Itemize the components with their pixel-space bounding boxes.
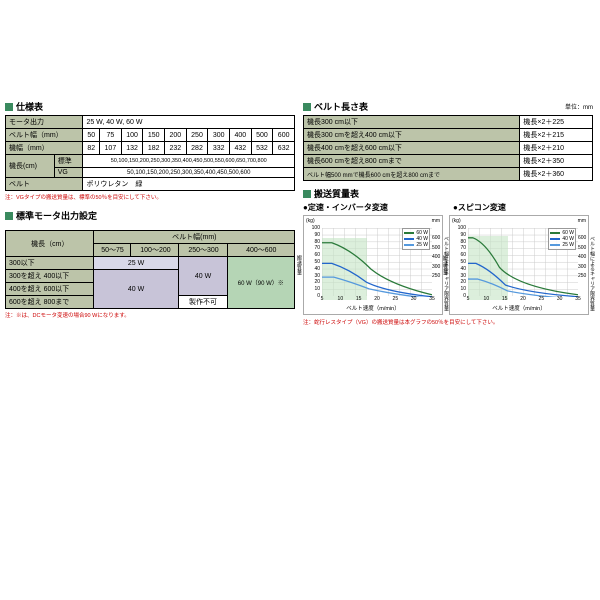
motor-colheader: ベルト幅(mm) — [93, 231, 294, 244]
spec-table: モータ出力25 W, 40 W, 60 W ベルト幅（mm）5075100150… — [5, 115, 295, 191]
motor-header: 標準モータ出力設定 — [5, 209, 295, 222]
chart-2: 1009080706050403020100600500400300250510… — [449, 215, 589, 315]
belt-title: ベルト長さ表 — [314, 100, 368, 113]
belt-unit: 単位：mm — [565, 102, 593, 111]
bullet-icon — [5, 212, 13, 220]
chart1-title: ●定速・インバータ変速 — [303, 202, 443, 213]
spec-header: 仕様表 — [5, 100, 295, 113]
spec-row: 機幅（mm）82107132182232282332432532632 — [6, 142, 295, 155]
motor-cell: 25 W — [93, 257, 179, 270]
belt-header: ベルト長さ表 単位：mm — [303, 100, 593, 113]
motor-note: 注：※は、DCモータ変速の場合90 Wになります。 — [5, 311, 295, 319]
motor-table: 機長（cm）ベルト幅(mm) 50～75100～200250～300400～60… — [5, 230, 295, 309]
spec-row: ベルト幅（mm）5075100150200250300400500600 — [6, 129, 295, 142]
motor-title: 標準モータ出力設定 — [16, 209, 97, 222]
chart-note: 注：蛇行レスタイプ（VG）の搬送質量は本グラフの50％を目安にして下さい。 — [303, 318, 593, 326]
spec-row: ベルトポリウレタン 緑 — [6, 178, 295, 191]
bullet-icon — [5, 103, 13, 111]
charts-header: 搬送質量表 — [303, 187, 593, 200]
spec-row: 機長(cm)標準50,100,150,200,250,300,350,400,4… — [6, 155, 295, 168]
bullet-icon — [303, 103, 311, 111]
bullet-icon — [303, 190, 311, 198]
motor-rowheader: 機長（cm） — [6, 231, 94, 257]
spec-row-label: モータ出力 — [6, 116, 83, 129]
spec-cell: 25 W, 40 W, 60 W — [83, 116, 295, 129]
spec-note: 注：VGタイプの搬送質量は、標準の50％を目安にして下さい。 — [5, 193, 295, 201]
spec-title: 仕様表 — [16, 100, 43, 113]
chart-1: 1009080706050403020100600500400300250510… — [303, 215, 443, 315]
chart2-title: ●スピコン変速 — [453, 202, 506, 213]
charts-title: 搬送質量表 — [314, 187, 359, 200]
belt-table: 機長300 cm以下機長×2＋225 機長300 cmを超え400 cm以下機長… — [303, 115, 593, 181]
